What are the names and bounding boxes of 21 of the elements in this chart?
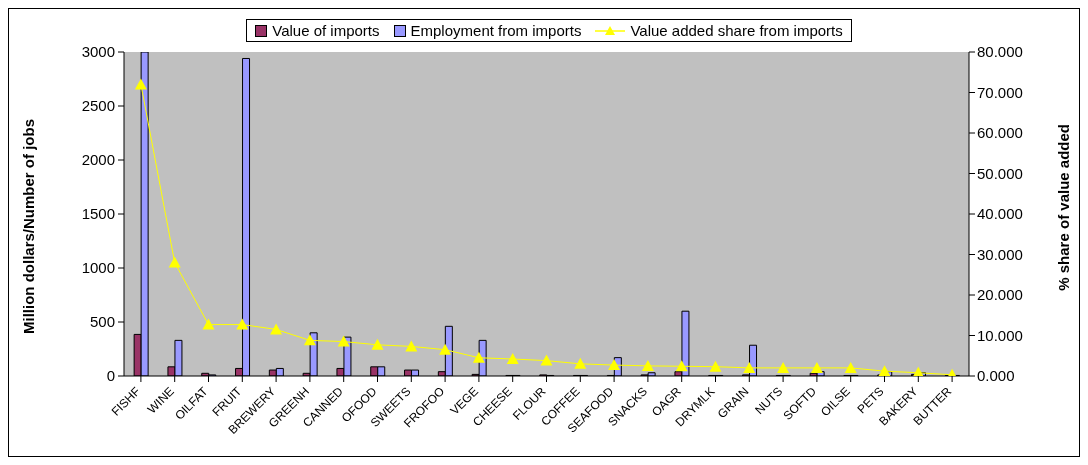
y2-tick-label: 40.000: [977, 205, 1023, 223]
y-tick-label: 3000: [81, 43, 115, 60]
legend-label: Employment from imports: [410, 22, 582, 39]
y2-axis-title: % share of value added: [1055, 124, 1073, 291]
y2-tick-label: 50.000: [977, 164, 1023, 182]
y-tick-label: 0: [106, 367, 115, 384]
y2-tick-label: 60.000: [977, 124, 1023, 142]
legend-label: Value added share from imports: [630, 22, 843, 39]
y-tick-label: 1000: [81, 259, 115, 276]
y-tick-label: 2000: [81, 151, 115, 168]
y-tick-label: 1500: [81, 205, 115, 222]
y2-tick-label: 30.000: [977, 245, 1023, 263]
y2-tick-label: 70.000: [977, 83, 1023, 101]
y-axis-title: Million dollars/Number of jobs: [20, 118, 38, 334]
y2-tick-label: 80.000: [977, 43, 1023, 61]
legend-label: Value of imports: [272, 22, 380, 39]
y-tick-label: 2500: [81, 97, 115, 114]
y-tick-label: 500: [89, 313, 115, 330]
y2-tick-label: 0.000: [977, 367, 1015, 385]
y2-tick-label: 10.000: [977, 326, 1023, 344]
y2-tick-label: 20.000: [977, 286, 1023, 304]
